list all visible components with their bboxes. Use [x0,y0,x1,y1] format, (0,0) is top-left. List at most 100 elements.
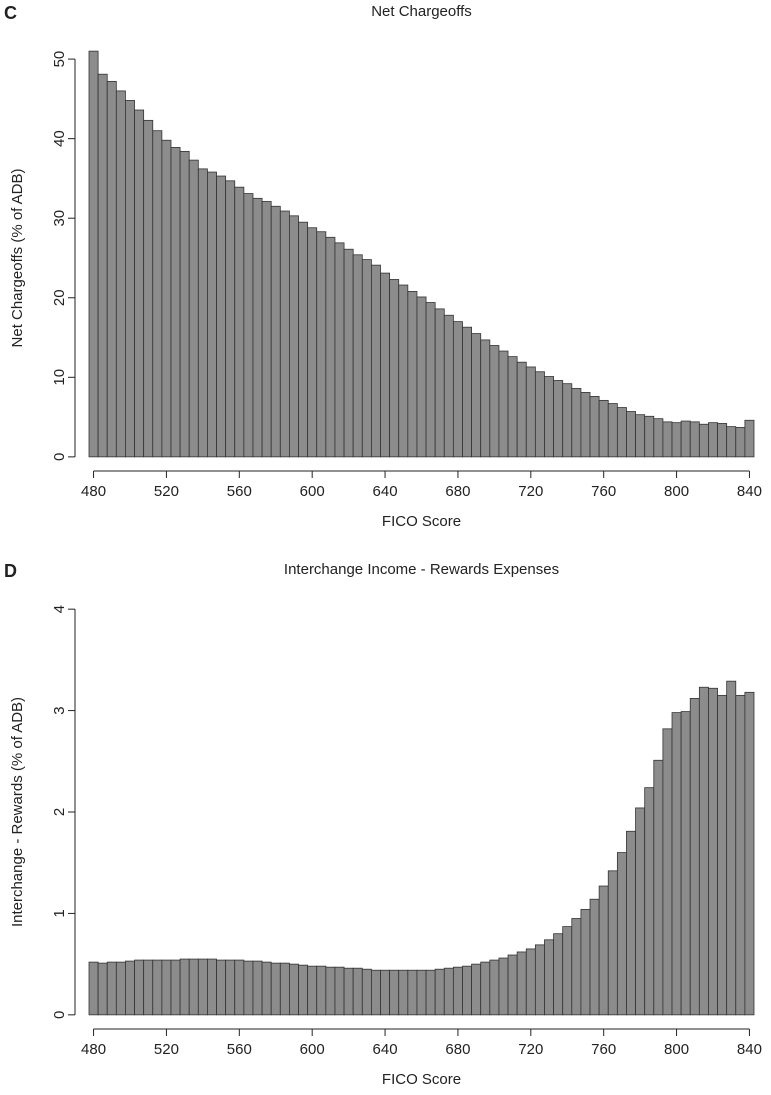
x-tick-label: 480 [81,1041,106,1058]
x-tick-label: 600 [300,1041,325,1058]
bar [279,210,290,458]
bar [134,959,145,1016]
bar [97,73,108,458]
bar [516,951,527,1016]
bar [398,284,409,458]
bar [708,687,718,1016]
bar [534,371,545,458]
bar [662,421,673,458]
x-tick-label: 760 [591,483,616,500]
bar [516,361,527,458]
bar [416,296,427,458]
bar [607,870,618,1016]
bar [289,963,299,1016]
bar [653,418,664,458]
y-tick-label: 20 [51,289,68,306]
bar [134,109,145,458]
x-tick-label: 680 [445,483,470,500]
bar [270,962,281,1016]
bar [662,728,673,1016]
bar [698,423,709,458]
bar [626,411,636,458]
bar [553,933,564,1016]
x-tick-label: 600 [300,483,325,500]
panel-label: C [4,3,17,23]
bar [726,680,737,1016]
bar [525,366,536,458]
bar [717,423,728,458]
x-tick-label: 520 [154,1041,179,1058]
bar [243,960,254,1016]
y-tick-label: 30 [51,210,68,227]
bar [279,962,290,1016]
bar [143,119,154,458]
bar [188,958,199,1016]
x-tick-label: 840 [737,483,762,500]
bar [207,171,217,458]
bar [443,314,454,458]
bar [580,392,591,458]
bar [525,948,536,1016]
y-axis-title: Net Chargeoffs (% of ADB) [9,168,26,347]
bar [489,959,500,1016]
bar [744,691,755,1016]
panel-label: D [4,561,17,581]
y-tick-label: 0 [51,1011,68,1019]
x-axis-title: FICO Score [382,513,461,530]
bar [443,967,454,1016]
bar [270,205,281,458]
bar [671,422,682,458]
bar [316,231,327,458]
bar [161,139,172,458]
bar [544,939,554,1016]
bar [680,711,691,1016]
bar [589,396,600,458]
bar [188,159,199,458]
bar [607,403,618,458]
bar [307,227,318,458]
y-tick-label: 50 [51,51,68,68]
y-tick-label: 10 [51,369,68,386]
bar [398,969,409,1016]
bar [343,248,354,458]
bar [635,807,646,1016]
bar [216,175,227,458]
bar [616,852,627,1016]
bar [143,959,154,1016]
bar [352,967,363,1016]
y-tick-label: 4 [51,605,68,613]
y-tick-label: 1 [51,909,68,917]
bar [471,963,482,1016]
bar [598,885,609,1016]
x-tick-label: 480 [81,483,106,500]
bar [380,272,391,458]
bar [170,146,181,458]
bar [352,254,363,458]
bar [115,90,126,458]
bar [88,50,99,458]
x-tick-label: 640 [373,1041,398,1058]
x-tick-label: 720 [518,1041,543,1058]
bar [544,376,554,458]
chart-title: Net Chargeoffs [371,3,472,20]
bar [425,969,436,1016]
y-tick-label: 40 [51,130,68,147]
x-tick-label: 800 [664,483,689,500]
bar [125,960,135,1016]
bar [498,350,509,458]
bar [361,968,372,1016]
bar [307,965,318,1016]
chart-title: Interchange Income - Rewards Expenses [284,561,559,578]
x-tick-label: 560 [227,1041,252,1058]
x-tick-label: 760 [591,1041,616,1058]
bar [480,961,491,1016]
bar [380,969,391,1016]
bar [507,954,518,1016]
bar [562,926,573,1016]
x-axis-title: FICO Score [382,1071,461,1088]
bar [389,279,400,458]
x-tick-label: 520 [154,483,179,500]
bar [698,686,709,1016]
bar [562,383,573,458]
